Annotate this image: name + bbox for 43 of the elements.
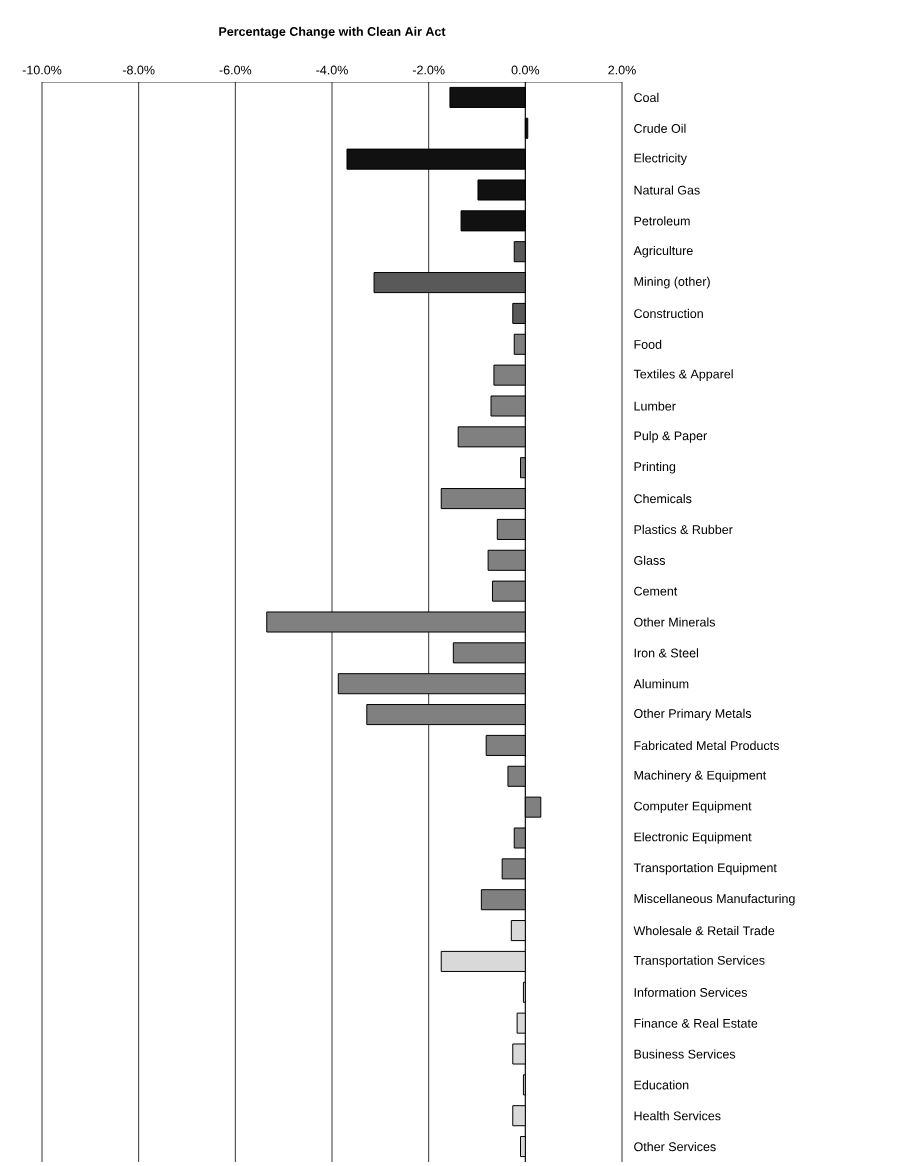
y-tick-label: Electricity <box>634 153 687 165</box>
y-tick-label: Agriculture <box>633 245 693 258</box>
y-tick-label: Glass <box>634 555 666 565</box>
y-tick-label: Other Minerals <box>634 617 716 627</box>
chart-title: Percentage Change with Clean Air Act <box>219 26 446 39</box>
y-tick-label: Transportation Equipment <box>633 863 777 875</box>
y-tick-label: Business Services <box>634 1049 736 1059</box>
y-tick-label: Iron & Steel <box>634 648 698 658</box>
y-tick-label: Computer Equipment <box>634 801 752 813</box>
y-tick-label: Pulp & Paper <box>634 431 707 443</box>
y-tick-label: Health Services <box>634 1111 721 1121</box>
y-tick-label: Fabricated Metal Products <box>634 740 779 751</box>
y-tick-label: Coal <box>634 92 659 103</box>
y-tick-label: Miscellaneous Manufacturing <box>634 893 795 906</box>
x-tick-label: -10.0% <box>22 65 62 75</box>
y-tick-label: Natural Gas <box>634 185 700 195</box>
y-tick-label: Lumber <box>634 401 676 411</box>
x-tick-label: 0.0% <box>511 65 540 75</box>
x-tick-label: -2.0% <box>412 65 445 75</box>
y-tick-label: Electronic Equipment <box>634 832 752 844</box>
y-tick-label: Other Primary Metals <box>634 708 752 721</box>
y-tick-label: Wholesale & Retail Trade <box>633 925 775 936</box>
y-tick-label: Food <box>634 339 662 349</box>
x-tick-label: -4.0% <box>316 65 348 75</box>
y-tick-label: Mining (other) <box>634 276 710 289</box>
x-tick-label: -6.0% <box>219 65 252 75</box>
y-tick-label: Construction <box>634 308 703 319</box>
y-tick-label: Petroleum <box>634 216 690 226</box>
y-tick-label: Other Services <box>634 1141 716 1152</box>
y-tick-label: Plastics & Rubber <box>634 524 733 535</box>
y-tick-label: Aluminum <box>633 679 689 689</box>
y-tick-label: Cement <box>634 586 678 596</box>
y-tick-label: Transportation Services <box>633 955 765 968</box>
x-tick-label: 2.0% <box>608 65 636 75</box>
y-tick-label: Textiles & Apparel <box>633 369 733 381</box>
x-tick-label: -8.0% <box>122 65 155 75</box>
y-tick-label: Machinery & Equipment <box>634 770 767 783</box>
y-tick-label: Printing <box>634 461 676 474</box>
y-tick-label: Chemicals <box>634 493 692 504</box>
y-tick-label: Information Services <box>634 987 747 997</box>
y-tick-label: Crude Oil <box>634 123 686 133</box>
y-tick-label: Education <box>634 1080 689 1090</box>
y-tick-label: Finance & Real Estate <box>634 1018 758 1028</box>
